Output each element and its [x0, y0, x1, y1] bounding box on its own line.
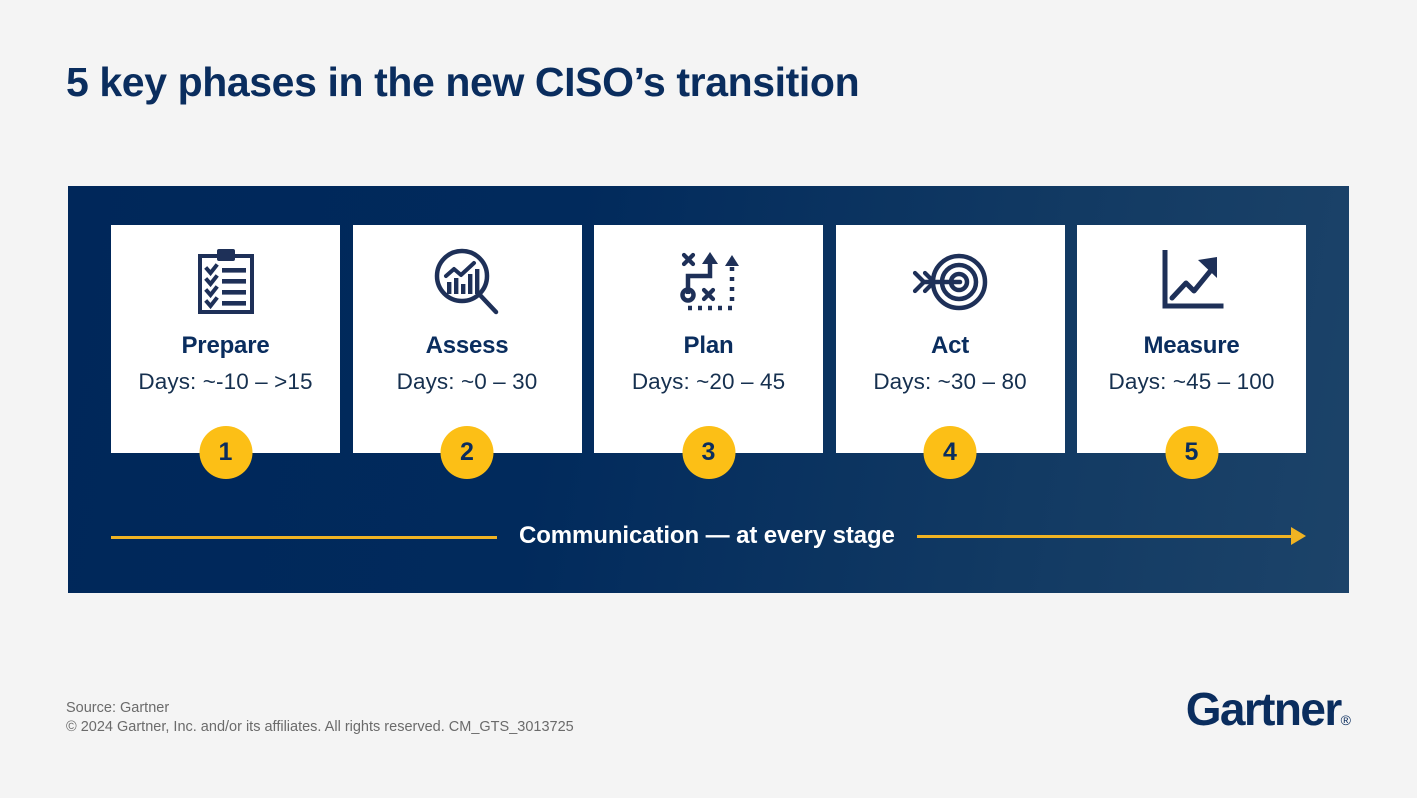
phase-number-badge: 3: [682, 426, 735, 479]
phase-days: Days: ~-10 – >15: [138, 369, 313, 394]
phase-title: Prepare: [181, 332, 270, 359]
communication-line-right: [916, 534, 1292, 538]
phase-number-badge: 5: [1165, 426, 1218, 479]
phase-cards-row: Prepare Days: ~-10 – >15 1: [111, 225, 1306, 479]
clipboard-checklist-icon: [184, 246, 268, 318]
phase-days: Days: ~20 – 45: [631, 369, 786, 394]
arrow-head-icon: [1291, 527, 1306, 545]
footer-copyright: © 2024 Gartner, Inc. and/or its affiliat…: [66, 718, 574, 735]
phase-number-badge: 2: [440, 426, 494, 479]
registered-mark: ®: [1340, 712, 1351, 728]
phase-card-prepare[interactable]: Prepare Days: ~-10 – >15 1: [111, 225, 340, 479]
phase-card-act[interactable]: Act Days: ~30 – 80 4: [835, 225, 1065, 479]
footer: Source: Gartner © 2024 Gartner, Inc. and…: [66, 699, 574, 736]
phase-days: Days: ~45 – 100: [1108, 369, 1275, 394]
gartner-logo: Gartner®: [1186, 686, 1351, 732]
strategy-playbook-icon: [667, 246, 751, 318]
communication-label: Communication — at every stage: [519, 522, 895, 549]
phase-number-badge: 4: [923, 426, 977, 479]
communication-arrow: [916, 527, 1306, 545]
phase-title: Act: [930, 332, 970, 359]
page-title: 5 key phases in the new CISO’s transitio…: [66, 59, 860, 105]
phase-title: Measure: [1143, 332, 1240, 359]
phase-card-measure[interactable]: Measure Days: ~45 – 100 5: [1077, 225, 1306, 479]
logo-text: Gartner: [1185, 683, 1343, 735]
phase-card-plan[interactable]: Plan Days: ~20 – 45 3: [594, 225, 823, 479]
phase-days: Days: ~0 – 30: [396, 369, 538, 394]
communication-line-left: [111, 535, 497, 539]
phase-title: Plan: [683, 332, 734, 359]
phases-panel: Prepare Days: ~-10 – >15 1: [68, 186, 1349, 593]
phase-title: Assess: [425, 332, 509, 359]
phase-card-assess[interactable]: Assess Days: ~0 – 30 2: [352, 225, 582, 479]
magnifier-bar-chart-icon: [425, 246, 509, 318]
target-arrow-icon: [908, 246, 992, 318]
footer-source: Source: Gartner: [66, 700, 170, 716]
phase-days: Days: ~30 – 80: [873, 369, 1027, 394]
phase-number-badge: 1: [199, 426, 252, 479]
communication-strip: Communication — at every stage: [111, 516, 1306, 556]
growth-chart-arrow-icon: [1150, 246, 1234, 318]
